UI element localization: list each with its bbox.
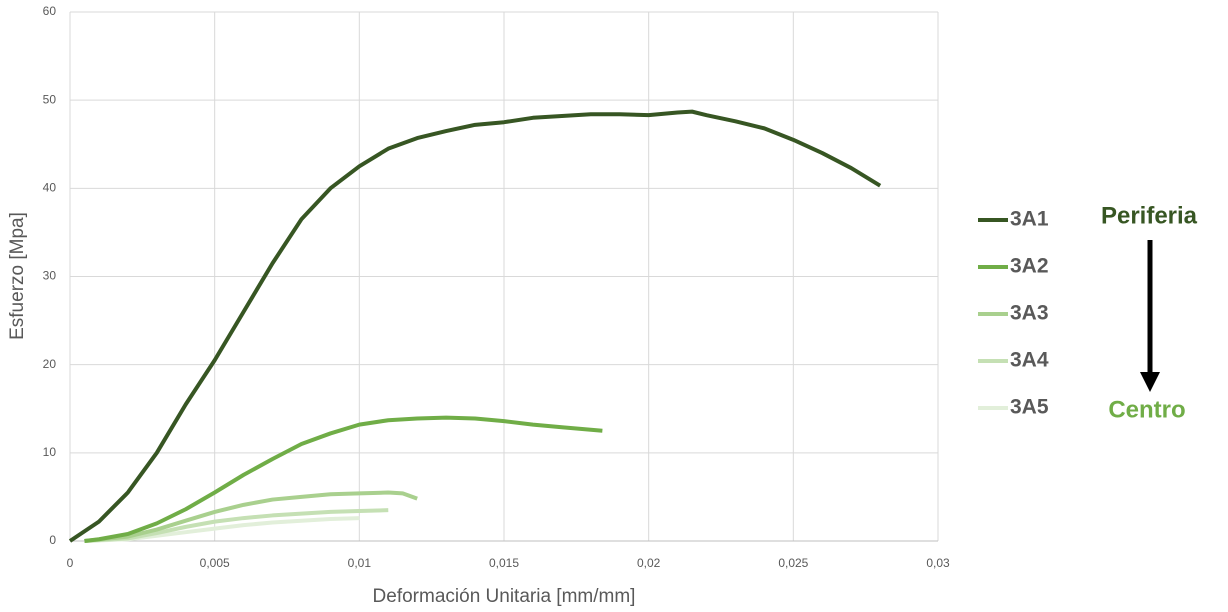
x-tick-label: 0,02 bbox=[637, 556, 661, 570]
y-tick-label: 20 bbox=[43, 357, 57, 371]
x-tick-label: 0,01 bbox=[348, 556, 372, 570]
x-tick-label: 0 bbox=[67, 556, 74, 570]
y-tick-label: 0 bbox=[49, 533, 56, 547]
x-tick-label: 0,005 bbox=[200, 556, 230, 570]
legend-label: 3A4 bbox=[1010, 349, 1049, 372]
y-tick-label: 50 bbox=[43, 92, 57, 106]
x-axis-title: Deformación Unitaria [mm/mm] bbox=[373, 586, 636, 607]
y-tick-label: 30 bbox=[43, 269, 57, 283]
legend-label: 3A2 bbox=[1010, 255, 1049, 278]
y-axis-title: Esfuerzo [Mpa] bbox=[7, 212, 28, 340]
x-tick-label: 0,025 bbox=[778, 556, 808, 570]
arrow-head bbox=[1140, 372, 1160, 392]
x-tick-label: 0,03 bbox=[926, 556, 950, 570]
y-tick-label: 10 bbox=[43, 445, 57, 459]
x-tick-label: 0,015 bbox=[489, 556, 519, 570]
series-line bbox=[68, 109, 882, 543]
series-line bbox=[84, 415, 603, 543]
legend-label: 3A5 bbox=[1010, 396, 1049, 419]
y-tick-label: 40 bbox=[43, 181, 57, 195]
series-line bbox=[84, 508, 389, 543]
y-tick-label: 60 bbox=[43, 4, 57, 18]
annotation: Periferia bbox=[1101, 202, 1198, 229]
legend-label: 3A3 bbox=[1010, 302, 1049, 325]
annotation: Centro bbox=[1108, 396, 1185, 423]
series-line bbox=[84, 490, 418, 543]
legend-label: 3A1 bbox=[1010, 208, 1049, 231]
